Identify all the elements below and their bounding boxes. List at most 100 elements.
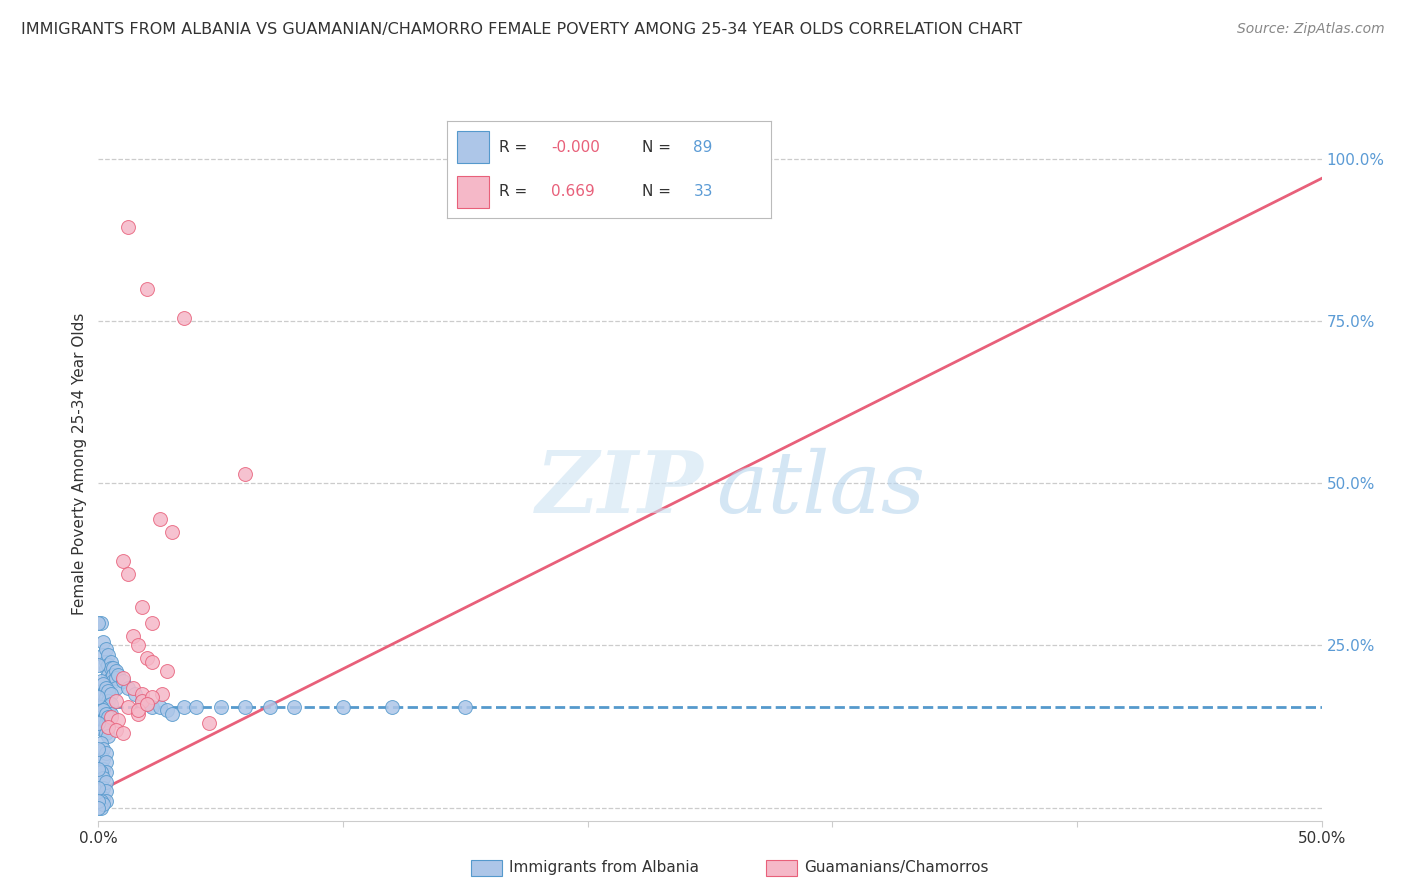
Point: [91, 797, 114, 812]
Point: [100, 687, 122, 701]
Point: [136, 651, 159, 665]
Point: [90, 746, 112, 760]
Point: [117, 700, 139, 714]
Point: [131, 693, 153, 707]
Point: [94, 756, 117, 770]
Text: Source: ZipAtlas.com: Source: ZipAtlas.com: [1237, 22, 1385, 37]
Point: [94, 681, 117, 695]
Point: [87, 762, 110, 776]
Point: [100, 697, 122, 711]
Point: [209, 700, 232, 714]
Point: [104, 681, 127, 695]
Point: [104, 665, 127, 679]
Point: [141, 700, 163, 714]
Point: [121, 681, 143, 695]
Point: [111, 671, 134, 685]
Point: [101, 667, 124, 681]
Point: [197, 716, 219, 731]
Point: [100, 655, 122, 669]
Point: [141, 690, 163, 705]
Point: [94, 700, 117, 714]
Point: [94, 726, 117, 740]
Point: [117, 567, 139, 582]
Point: [91, 742, 114, 756]
Point: [503, 152, 526, 166]
Point: [127, 639, 149, 653]
Point: [149, 512, 172, 526]
Point: [97, 720, 120, 734]
Point: [97, 703, 120, 717]
Point: [87, 615, 110, 630]
Point: [90, 756, 112, 770]
Text: IMMIGRANTS FROM ALBANIA VS GUAMANIAN/CHAMORRO FEMALE POVERTY AMONG 25-34 YEAR OL: IMMIGRANTS FROM ALBANIA VS GUAMANIAN/CHA…: [21, 22, 1022, 37]
Point: [94, 661, 117, 675]
Point: [94, 794, 117, 808]
Point: [136, 282, 159, 296]
Point: [283, 700, 305, 714]
Point: [90, 736, 112, 750]
Point: [117, 220, 139, 235]
Point: [94, 746, 117, 760]
Point: [233, 700, 256, 714]
Point: [124, 687, 146, 701]
Point: [111, 726, 134, 740]
Point: [87, 800, 110, 814]
Point: [97, 693, 120, 707]
Point: [97, 657, 120, 672]
Point: [90, 774, 112, 789]
Point: [160, 706, 183, 721]
Point: [173, 310, 195, 325]
Point: [104, 693, 127, 707]
Point: [87, 657, 110, 672]
Point: [87, 781, 110, 796]
Point: [160, 524, 183, 539]
Point: [454, 700, 477, 714]
Text: Guamanians/Chamorros: Guamanians/Chamorros: [804, 861, 988, 875]
Point: [90, 764, 112, 779]
Point: [156, 703, 179, 717]
Point: [94, 716, 117, 731]
Point: [91, 713, 114, 727]
Point: [97, 720, 120, 734]
Point: [94, 655, 117, 669]
Point: [94, 774, 117, 789]
Point: [91, 772, 114, 786]
Point: [186, 700, 208, 714]
Point: [381, 700, 404, 714]
Point: [91, 635, 114, 649]
Point: [91, 687, 114, 701]
Point: [107, 713, 129, 727]
Point: [127, 706, 149, 721]
Point: [149, 700, 172, 714]
Point: [101, 674, 124, 689]
Point: [90, 615, 112, 630]
Point: [91, 791, 114, 805]
Point: [100, 710, 122, 724]
Text: Immigrants from Albania: Immigrants from Albania: [509, 861, 699, 875]
Y-axis label: Female Poverty Among 25-34 Year Olds: Female Poverty Among 25-34 Year Olds: [72, 313, 87, 615]
Point: [90, 794, 112, 808]
Point: [87, 742, 110, 756]
Point: [90, 800, 112, 814]
Point: [91, 781, 114, 796]
Point: [173, 700, 195, 714]
Point: [90, 674, 112, 689]
Point: [121, 629, 143, 643]
Point: [136, 697, 159, 711]
Point: [127, 703, 149, 717]
Point: [94, 706, 117, 721]
Point: [91, 703, 114, 717]
Point: [90, 684, 112, 698]
Point: [94, 641, 117, 656]
Point: [91, 648, 114, 663]
Point: [94, 784, 117, 798]
Point: [90, 710, 112, 724]
Point: [117, 681, 139, 695]
Point: [111, 554, 134, 568]
Point: [90, 693, 112, 707]
Point: [90, 784, 112, 798]
Point: [97, 667, 120, 681]
Point: [111, 674, 134, 689]
Text: atlas: atlas: [716, 448, 925, 530]
Point: [101, 661, 124, 675]
